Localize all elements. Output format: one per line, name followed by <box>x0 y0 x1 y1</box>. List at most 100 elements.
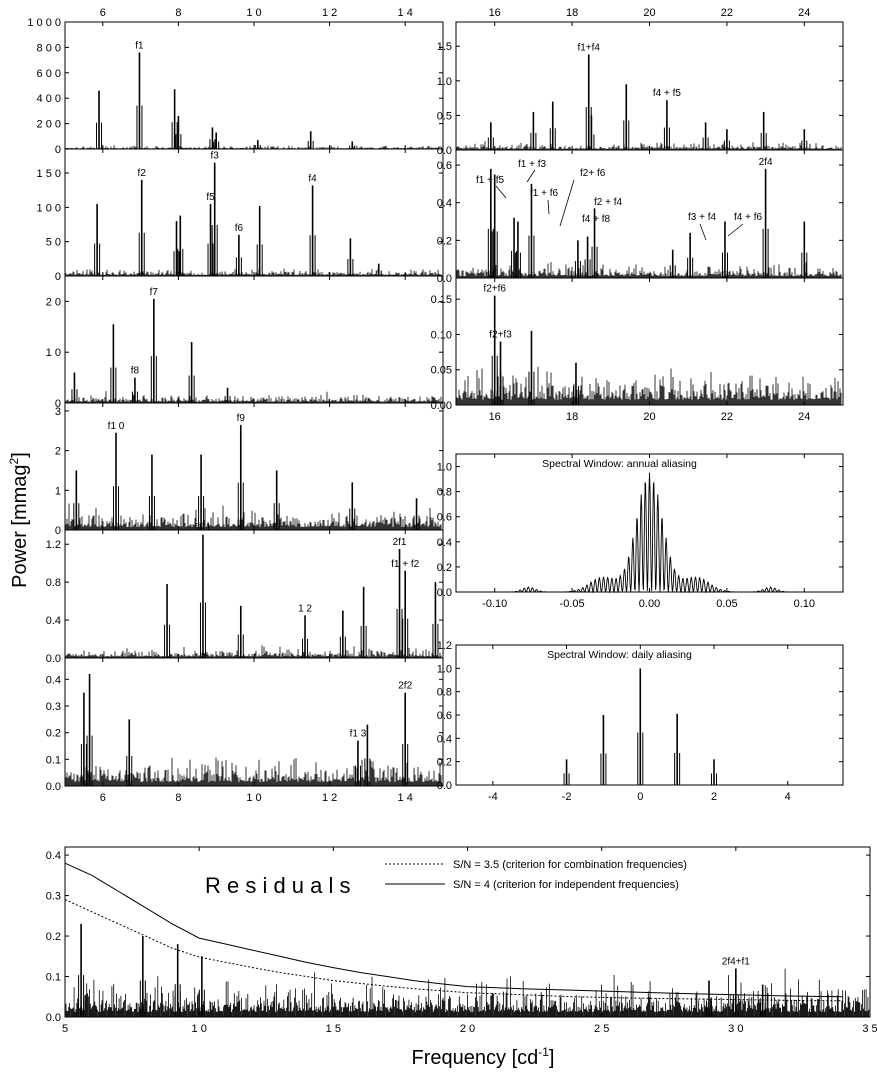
y-tick-label: 5 0 <box>46 237 61 249</box>
plot-frame <box>64 148 444 277</box>
panel-l2: 0 5 0 1 0 0 1 5 0 f2 f3 f4 f5 f6 <box>37 148 444 283</box>
peak-label: f5 <box>206 192 215 203</box>
y-tick-label: 1 0 0 0 <box>27 17 61 29</box>
x-axis-title: Frequency [cd-1] <box>412 1045 555 1069</box>
x-tick-label: 1 4 <box>398 7 413 19</box>
y-tick-label: 0.15 <box>431 294 452 306</box>
y-tick-label: 2 0 <box>46 296 61 308</box>
y-tick-label: 0.0 <box>437 145 452 157</box>
y-tick-label: 0.1 <box>46 972 61 984</box>
noise-floor <box>456 141 842 150</box>
y-tick-label: 0 <box>55 525 61 537</box>
y-tick-label: 0.00 <box>431 400 452 412</box>
panel-r2: 0.0 0.2 0.4 0.6 2f4 <box>437 149 844 285</box>
x-tick-label: -0.05 <box>560 598 585 610</box>
residuals-title: R e s i d u a l s <box>205 873 351 898</box>
y-tick-label: 0.8 <box>437 487 452 499</box>
peak-label: 2f4+f1 <box>722 956 751 967</box>
y-tick-label: 1 5 0 <box>37 168 61 180</box>
y-tick-label: 0.6 <box>437 160 452 172</box>
x-tick-label: 4 <box>785 791 791 803</box>
x-tick-label: 24 <box>798 411 810 423</box>
y-tick-label: 0.8 <box>437 687 452 699</box>
spectral-window-title: Spectral Window: annual aliasing <box>542 458 697 470</box>
plot-frame <box>455 21 844 151</box>
x-tick-label: 2 <box>711 791 717 803</box>
combination-label: f3 + f4 <box>688 212 717 223</box>
panel-r1: 0.0 0.5 1.0 1.5 16 18 20 22 24 f1+f4 f4 + f5 <box>437 7 844 157</box>
peak-label: f1 0 <box>108 421 125 432</box>
y-tick-label: 0.3 <box>46 701 61 713</box>
x-tick-label: 1 5 <box>326 1023 341 1035</box>
y-tick-label: 0.4 <box>46 615 61 627</box>
combination-label: f2 + f4 <box>594 197 623 208</box>
annotation-arrow <box>526 169 536 183</box>
x-tick-label: 3 0 <box>728 1023 743 1035</box>
y-tick-label: 0.05 <box>431 365 452 377</box>
annotation-arrow <box>547 199 550 215</box>
y-tick-label: 0.4 <box>437 537 452 549</box>
panels-layer: 0 2 0 0 4 0 0 6 0 0 8 0 0 1 0 0 0 6 8 1 0 1 2 1 4 f… <box>27 7 877 1035</box>
x-tick-label: 20 <box>643 7 655 19</box>
panel-sw2: 0.0 0.2 0.4 0.6 0.8 1.0 1.2 -4 -2 0 2 4 Spectral Win… <box>437 640 844 803</box>
y-tick-label: 0.0 <box>46 653 61 665</box>
panel-l4: 0 1 2 3 f1 0 f9 <box>55 402 444 537</box>
x-tick-label: 18 <box>566 411 578 423</box>
plot-frame <box>64 275 444 404</box>
panel-l3: 0 1 0 2 0 f7 f8 <box>46 275 444 410</box>
combination-label: f1 + f5 <box>476 175 505 186</box>
y-tick-label: 0.3 <box>46 891 61 903</box>
x-tick-label: 8 <box>175 7 181 19</box>
x-tick-label: 1 0 <box>246 7 261 19</box>
x-tick-label: 16 <box>489 7 501 19</box>
peak-label: f3 <box>211 151 220 162</box>
peak-label: f1+f4 <box>577 43 600 54</box>
x-tick-label: 16 <box>489 411 501 423</box>
noise-floor <box>456 366 842 405</box>
peak-label: f2 <box>138 168 147 179</box>
peak-label: f4 <box>308 173 317 184</box>
panel-l5: 0.0 0.4 0.8 1.2 f1 1 1 2 2f1 f1 + f2 <box>46 523 444 665</box>
x-tick-label: 0.10 <box>794 598 815 610</box>
plot-frame <box>64 21 444 150</box>
peak-label: f8 <box>131 366 140 377</box>
x-tick-label: 0.05 <box>716 598 737 610</box>
y-axis-title: Power [mmag2] <box>7 452 31 588</box>
x-tick-label: 2 0 <box>460 1023 475 1035</box>
x-tick-label: -4 <box>488 791 498 803</box>
annotation-arrow <box>559 179 575 227</box>
y-tick-label: 0.2 <box>437 562 452 574</box>
peak-label: f1 <box>135 40 144 51</box>
y-tick-label: 0.8 <box>46 577 61 589</box>
y-tick-label: 0.0 <box>437 587 452 599</box>
y-tick-label: 0 <box>55 398 61 410</box>
peak-label: 2f2 <box>398 681 412 692</box>
peak-label: f1 3 <box>350 729 367 740</box>
combination-label: f4 + f8 <box>582 214 611 225</box>
y-tick-label: 1.0 <box>437 462 452 474</box>
x-tick-label: 1 0 <box>192 1023 207 1035</box>
y-tick-label: 1 0 0 <box>37 202 61 214</box>
x-tick-label: 6 <box>100 792 106 804</box>
x-tick-label: 24 <box>798 7 810 19</box>
x-tick-label: 8 <box>175 792 181 804</box>
noise-floor <box>65 968 870 1017</box>
annotation-arrow <box>727 223 744 237</box>
spectral-window-curve <box>456 472 843 594</box>
combination-label: f1 + f3 <box>518 159 547 170</box>
y-tick-label: 8 0 0 <box>37 42 61 54</box>
x-tick-label: 1 2 <box>322 7 337 19</box>
y-tick-label: 0.10 <box>431 329 452 341</box>
peak-label: f9 <box>237 413 246 424</box>
y-tick-label: 0.4 <box>437 733 452 745</box>
panel-r3: 0.00 0.05 0.10 0.15 16 18 20 22 24 f2+f6 f2+f3 <box>431 277 844 423</box>
panel-sw1: 0.0 0.2 0.4 0.6 0.8 1.0 -0.10 -0.05 0.00 0.05 0.10… <box>437 453 844 610</box>
peak-label: f1 1 <box>195 523 212 534</box>
x-tick-label: 1 4 <box>398 792 413 804</box>
x-tick-label: 0 <box>637 791 643 803</box>
y-tick-label: 4 0 0 <box>37 93 61 105</box>
y-tick-label: 0.0 <box>46 781 61 793</box>
y-tick-label: 1.2 <box>437 640 452 652</box>
combination-label: f4 + f6 <box>734 212 763 223</box>
legend-entry-sn4: S/N = 4 (criterion for independent frequ… <box>453 879 679 891</box>
